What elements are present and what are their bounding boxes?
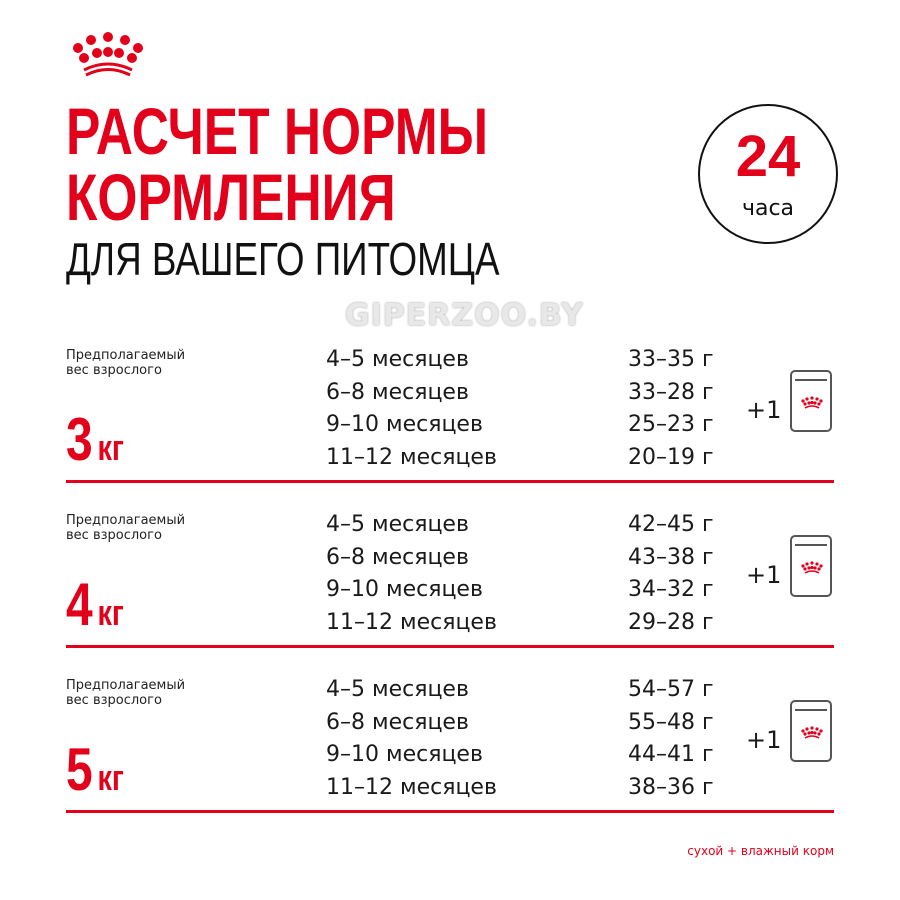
table-row: 11–12 месяцев 38–36 г <box>326 772 726 804</box>
table-row: 4–5 месяцев 42–45 г <box>326 509 726 541</box>
table-row: 6–8 месяцев 33–28 г <box>326 377 726 409</box>
hours-badge: 24 часа <box>698 104 838 244</box>
wet-food-pouch-icon <box>790 700 832 762</box>
weight-label: Предполагаемый вес взрослого <box>66 513 185 543</box>
food-amount: 44–41 г <box>628 742 714 767</box>
age-range: 6–8 месяцев <box>326 709 469 735</box>
subtitle: ДЛЯ ВАШЕГО ПИТОМЦА <box>66 233 500 285</box>
food-amount: 54–57 г <box>628 677 714 702</box>
weight-section: Предполагаемый вес взрослого 5 кг 4–5 месяц… <box>0 677 900 818</box>
age-range: 11–12 месяцев <box>326 774 497 800</box>
weight-section: Предполагаемый вес взрослого 3 кг 4–5 месяц… <box>0 347 900 488</box>
weight-number: 3 <box>66 406 93 473</box>
section-divider <box>66 645 834 648</box>
section-divider <box>66 480 834 483</box>
age-range: 6–8 месяцев <box>326 544 469 570</box>
age-range: 11–12 месяцев <box>326 609 497 635</box>
food-amount: 33–35 г <box>628 347 714 372</box>
food-amount: 55–48 г <box>628 709 714 735</box>
food-amount: 42–45 г <box>628 512 714 537</box>
hours-unit: часа <box>741 196 795 221</box>
food-amount: 29–28 г <box>628 609 714 635</box>
table-row: 9–10 месяцев 34–32 г <box>326 574 726 606</box>
table-row: 6–8 месяцев 43–38 г <box>326 542 726 574</box>
watermark: GIPERZOO.BY <box>345 298 584 333</box>
table-row: 4–5 месяцев 54–57 г <box>326 674 726 706</box>
age-range: 9–10 месяцев <box>326 412 483 437</box>
table-row: 6–8 месяцев 55–48 г <box>326 707 726 739</box>
table-row: 11–12 месяцев 29–28 г <box>326 607 726 639</box>
label-line-2: вес взрослого <box>66 363 162 378</box>
table-row: 11–12 месяцев 20–19 г <box>326 442 726 474</box>
label-line-1: Предполагаемый <box>66 348 186 363</box>
age-range: 9–10 месяцев <box>326 577 483 602</box>
label-line-2: вес взрослого <box>66 528 162 543</box>
age-range: 4–5 месяцев <box>326 512 469 537</box>
food-amount: 20–19 г <box>628 444 714 470</box>
title-line-2: КОРМЛЕНИЯ <box>66 160 396 234</box>
table-row: 4–5 месяцев 33–35 г <box>326 344 726 376</box>
age-range: 6–8 месяцев <box>326 379 469 405</box>
weight-unit: кг <box>97 757 124 798</box>
food-amount: 43–38 г <box>628 544 714 570</box>
weight-unit: кг <box>97 592 124 633</box>
weight-value: 5 кг <box>66 740 124 800</box>
age-range: 11–12 месяцев <box>326 444 497 470</box>
footer-note: сухой + влажный корм <box>687 844 834 858</box>
title-line-1: РАСЧЕТ НОРМЫ <box>66 94 489 168</box>
label-line-2: вес взрослого <box>66 693 162 708</box>
label-line-1: Предполагаемый <box>66 513 186 528</box>
weight-unit: кг <box>97 427 124 468</box>
food-amount: 34–32 г <box>628 577 714 602</box>
plus-one: +1 <box>746 726 782 754</box>
plus-one: +1 <box>746 561 782 589</box>
age-range: 4–5 месяцев <box>326 677 469 702</box>
table-row: 9–10 месяцев 25–23 г <box>326 409 726 441</box>
royal-canin-crown-icon <box>73 32 143 77</box>
table-row: 9–10 месяцев 44–41 г <box>326 739 726 771</box>
age-range: 4–5 месяцев <box>326 347 469 372</box>
age-range: 9–10 месяцев <box>326 742 483 767</box>
food-amount: 25–23 г <box>628 412 714 437</box>
food-amount: 38–36 г <box>628 774 714 800</box>
hours-number: 24 <box>735 124 801 189</box>
wet-food-pouch-icon <box>790 370 832 432</box>
label-line-1: Предполагаемый <box>66 678 186 693</box>
weight-number: 5 <box>66 736 93 803</box>
weight-label: Предполагаемый вес взрослого <box>66 678 185 708</box>
weight-value: 3 кг <box>66 410 124 470</box>
section-divider <box>66 810 834 813</box>
weight-number: 4 <box>66 571 93 638</box>
weight-label: Предполагаемый вес взрослого <box>66 348 185 378</box>
plus-one: +1 <box>746 396 782 424</box>
weight-value: 4 кг <box>66 575 124 635</box>
weight-section: Предполагаемый вес взрослого 4 кг 4–5 месяц… <box>0 512 900 653</box>
wet-food-pouch-icon <box>790 535 832 597</box>
food-amount: 33–28 г <box>628 379 714 405</box>
